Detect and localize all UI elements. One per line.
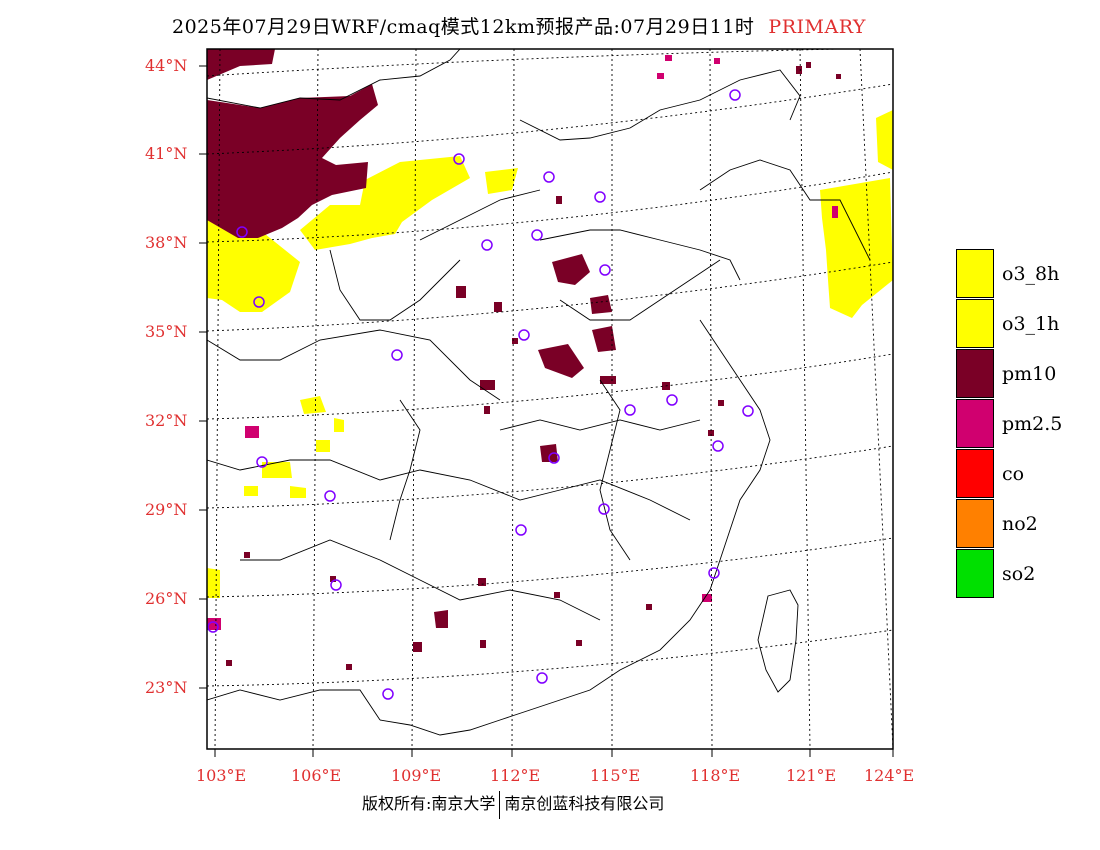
lat-label-44: 44°N (145, 56, 188, 75)
legend-label: o3_1h (1002, 313, 1060, 335)
pm10-areas (207, 49, 841, 670)
copyright-footer: 版权所有:南京大学 南京创蓝科技有限公司 (362, 790, 664, 819)
lat-label-35: 35°N (145, 322, 188, 341)
title-text: 2025年07月29日WRF/cmaq模式12km预报产品:07月29日11时 (172, 16, 755, 38)
legend-swatch (956, 399, 994, 448)
lat-label-32: 32°N (145, 411, 188, 430)
footer-divider (499, 790, 501, 819)
lat-label-29: 29°N (145, 500, 188, 519)
legend-label: pm10 (1002, 363, 1057, 385)
lat-label-41: 41°N (145, 144, 188, 163)
lon-label-124: 124°E (864, 766, 915, 785)
legend-swatch (956, 549, 994, 598)
lon-label-121: 121°E (786, 766, 837, 785)
lon-label-109: 109°E (391, 766, 442, 785)
lon-label-106: 106°E (291, 766, 342, 785)
title-tag: PRIMARY (768, 16, 866, 38)
copyright-left: 版权所有:南京大学 (362, 794, 496, 813)
lat-label-38: 38°N (145, 233, 188, 252)
legend-label: so2 (1002, 563, 1036, 585)
o3-areas (207, 110, 893, 598)
legend-swatch (956, 449, 994, 498)
boundaries (207, 49, 871, 736)
lat-label-26: 26°N (145, 589, 188, 608)
lon-label-118: 118°E (690, 766, 741, 785)
legend-label: no2 (1002, 513, 1038, 535)
legend-swatch (956, 349, 994, 398)
lon-label-112: 112°E (490, 766, 541, 785)
legend-label: co (1002, 463, 1025, 485)
copyright-right: 南京创蓝科技有限公司 (504, 794, 665, 813)
legend-swatch (956, 299, 994, 348)
legend-label: o3_8h (1002, 263, 1060, 285)
legend-label: pm2.5 (1002, 413, 1063, 435)
lon-label-115: 115°E (590, 766, 641, 785)
station-markers (207, 89, 754, 700)
legend-swatch (956, 499, 994, 548)
lat-label-23: 23°N (145, 678, 188, 697)
map-title: 2025年07月29日WRF/cmaq模式12km预报产品:07月29日11时 P… (172, 12, 866, 39)
graticule (207, 49, 893, 749)
legend-swatch (956, 249, 994, 298)
lon-label-103: 103°E (196, 766, 247, 785)
map-frame (206, 48, 894, 750)
